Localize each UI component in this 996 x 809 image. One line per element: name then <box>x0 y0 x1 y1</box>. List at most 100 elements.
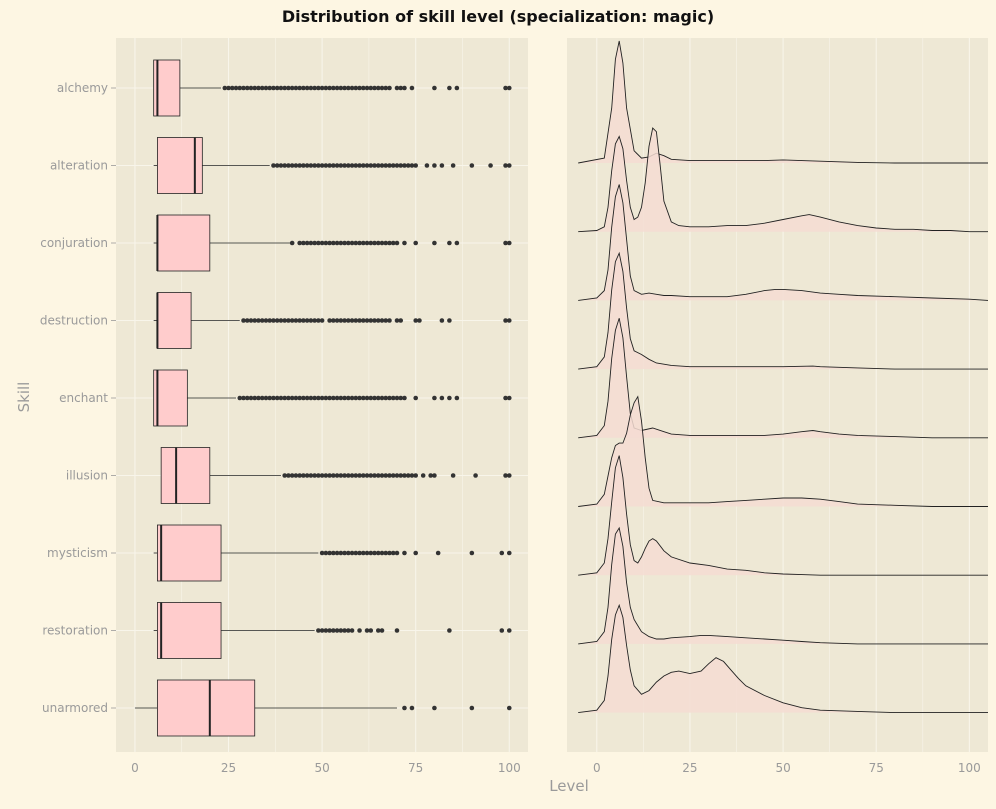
outlier-point <box>346 473 351 478</box>
y-tick-label-alteration: alteration <box>50 159 108 173</box>
outlier-point <box>432 395 437 401</box>
outlier-point <box>327 318 332 323</box>
outlier-point <box>327 163 332 168</box>
outlier-point <box>413 318 418 323</box>
outlier-point <box>413 550 418 556</box>
outlier-point <box>473 473 478 478</box>
x-tick-label: 50 <box>314 761 329 775</box>
outlier-point <box>319 550 325 556</box>
outlier-point <box>379 628 385 633</box>
outlier-point <box>301 395 306 401</box>
x-tick-label: 100 <box>498 761 521 775</box>
outlier-point <box>469 550 475 556</box>
outlier-point <box>334 473 340 478</box>
outlier-point <box>312 85 317 91</box>
y-tick-label-illusion: illusion <box>66 469 108 483</box>
outlier-point <box>394 550 400 556</box>
outlier-point <box>338 395 344 401</box>
outlier-point <box>271 395 276 401</box>
ridge-line <box>578 127 988 233</box>
outlier-point <box>398 395 404 401</box>
outlier-point <box>420 473 426 478</box>
outlier-point <box>297 395 302 401</box>
boxplot-panel <box>116 38 528 752</box>
outlier-point <box>278 85 284 91</box>
outlier-point <box>390 240 396 246</box>
outlier-point <box>229 85 235 91</box>
outlier-point <box>248 85 254 91</box>
outlier-point <box>327 85 332 91</box>
outlier-point <box>312 473 317 478</box>
iqr-box <box>157 524 222 582</box>
outlier-point <box>375 85 381 91</box>
outlier-point <box>349 473 355 478</box>
outlier-point <box>349 240 355 246</box>
outlier-point <box>506 85 512 91</box>
y-tick-label-destruction: destruction <box>40 314 108 328</box>
outlier-point <box>297 473 302 478</box>
ridge-line <box>578 40 988 164</box>
outlier-point <box>334 550 340 556</box>
outlier-point <box>222 85 228 91</box>
outlier-point <box>506 318 512 323</box>
outlier-point <box>342 395 347 401</box>
boxplot-conjuration <box>153 214 512 272</box>
outlier-point <box>413 163 418 168</box>
outlier-point <box>346 628 351 633</box>
outlier-point <box>409 705 415 711</box>
outlier-point <box>304 318 310 323</box>
outlier-point <box>271 85 276 91</box>
outlier-point <box>488 163 493 168</box>
outlier-point <box>278 163 284 168</box>
outlier-point <box>390 395 396 401</box>
outlier-point <box>353 395 359 401</box>
iqr-box <box>153 369 188 427</box>
outlier-point <box>503 395 508 401</box>
iqr-box <box>157 602 222 659</box>
outlier-point <box>241 85 246 91</box>
outlier-point <box>364 163 370 168</box>
outlier-point <box>387 395 392 401</box>
x-tick-label: 25 <box>682 761 697 775</box>
outlier-point <box>301 240 306 246</box>
outlier-point <box>360 395 366 401</box>
outlier-point <box>293 395 299 401</box>
x-axis-title: Level <box>549 777 589 795</box>
outlier-point <box>432 240 437 246</box>
outlier-point <box>353 85 359 91</box>
ridge-unarmored <box>578 603 988 714</box>
outlier-point <box>469 705 475 711</box>
outlier-point <box>342 318 347 323</box>
outlier-point <box>308 473 314 478</box>
outlier-point <box>282 85 287 91</box>
outlier-point <box>338 240 344 246</box>
outlier-point <box>405 473 411 478</box>
outlier-point <box>372 240 377 246</box>
outlier-point <box>447 85 452 91</box>
outlier-point <box>278 318 284 323</box>
ridgeline-gridlines <box>596 38 970 752</box>
outlier-point <box>237 395 243 401</box>
outlier-point <box>439 395 445 401</box>
outlier-point <box>368 318 374 323</box>
outlier-point <box>394 395 400 401</box>
outlier-point <box>383 395 389 401</box>
outlier-point <box>338 550 344 556</box>
outlier-point <box>346 395 351 401</box>
outlier-point <box>413 240 418 246</box>
outlier-point <box>301 163 306 168</box>
outlier-point <box>379 550 385 556</box>
x-tick-label: 50 <box>775 761 790 775</box>
outlier-point <box>323 628 329 633</box>
ridge-line <box>578 395 988 507</box>
outlier-point <box>316 240 321 246</box>
outlier-point <box>405 163 411 168</box>
boxplot-mysticism <box>153 524 512 582</box>
outlier-point <box>334 163 340 168</box>
outlier-point <box>357 550 362 556</box>
outlier-point <box>342 473 347 478</box>
outlier-point <box>301 473 306 478</box>
outlier-point <box>267 85 273 91</box>
ridge-line <box>578 184 989 301</box>
boxplot-destruction <box>153 292 512 349</box>
